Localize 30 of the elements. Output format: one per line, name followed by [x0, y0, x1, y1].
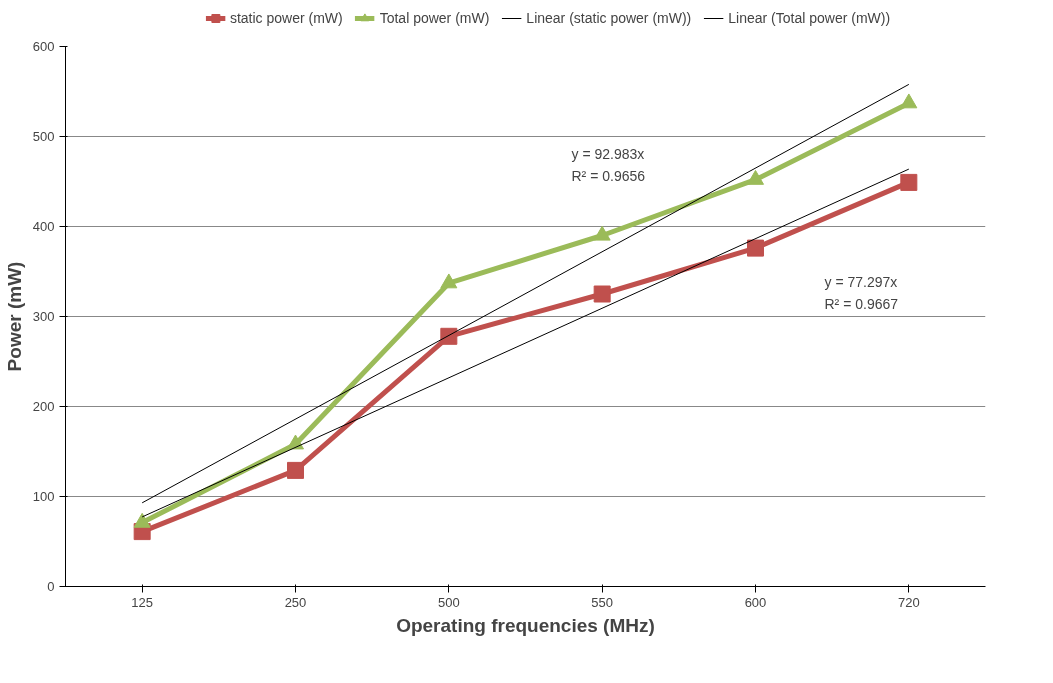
- y-tick-label: 400: [32, 219, 55, 234]
- point: [287, 461, 304, 479]
- point: [747, 239, 764, 257]
- y-tick-label: 300: [32, 309, 55, 324]
- y-tick-label: 600: [32, 39, 55, 54]
- x-tick-label: 250: [284, 594, 307, 610]
- y-axis-title: Power (mW): [3, 261, 25, 372]
- legend-label: Linear (static power (mW)): [526, 10, 692, 26]
- point: [440, 273, 458, 289]
- annotation: y = 92.983x R² = 0.9656: [571, 145, 646, 185]
- x-axis-title: Operating frequencies (MHz): [396, 614, 655, 636]
- x-tick-label: 600: [744, 594, 767, 610]
- y-tick-label: 100: [32, 489, 55, 504]
- x-tick-label: 500: [437, 594, 460, 610]
- x-tick-label: 125: [131, 594, 154, 610]
- annotation: y = 77.297x R² = 0.9667: [824, 273, 899, 312]
- point: [593, 225, 611, 241]
- y-tick-label: 0: [47, 579, 55, 594]
- y-tick-label: 500: [32, 129, 55, 144]
- legend-label: Linear (Total power (mW)): [728, 10, 891, 26]
- x-tick-label: 550: [591, 594, 614, 610]
- point: [900, 173, 918, 191]
- point: [900, 93, 918, 109]
- point: [440, 327, 458, 345]
- y-tick-label: 200: [32, 399, 55, 414]
- point: [747, 169, 764, 185]
- legend-label: Total power (mW): [379, 10, 490, 26]
- x-tick-label: 720: [897, 594, 920, 610]
- legend-label: static power (mW): [229, 10, 343, 26]
- point: [593, 285, 611, 303]
